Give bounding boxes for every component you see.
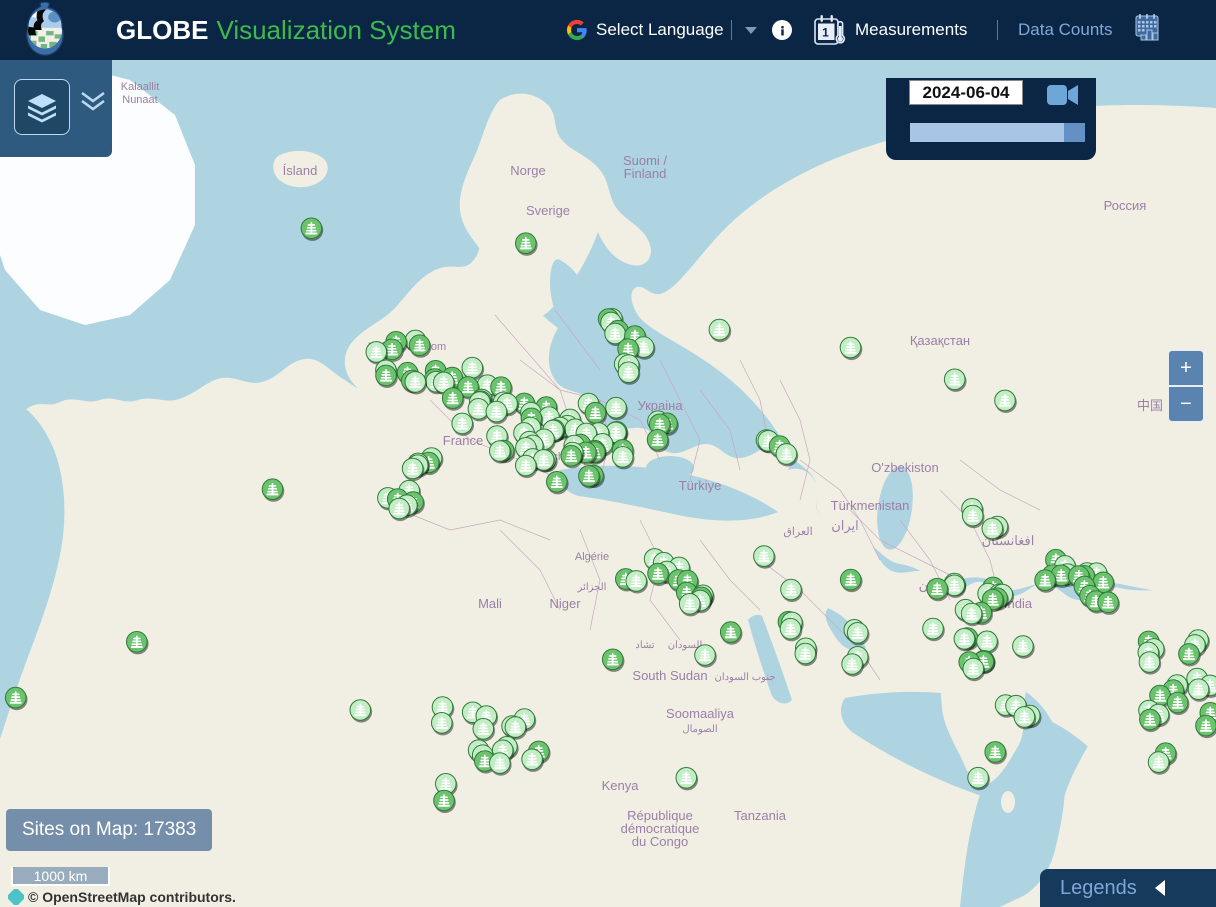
svg-text:1: 1 (822, 26, 829, 40)
